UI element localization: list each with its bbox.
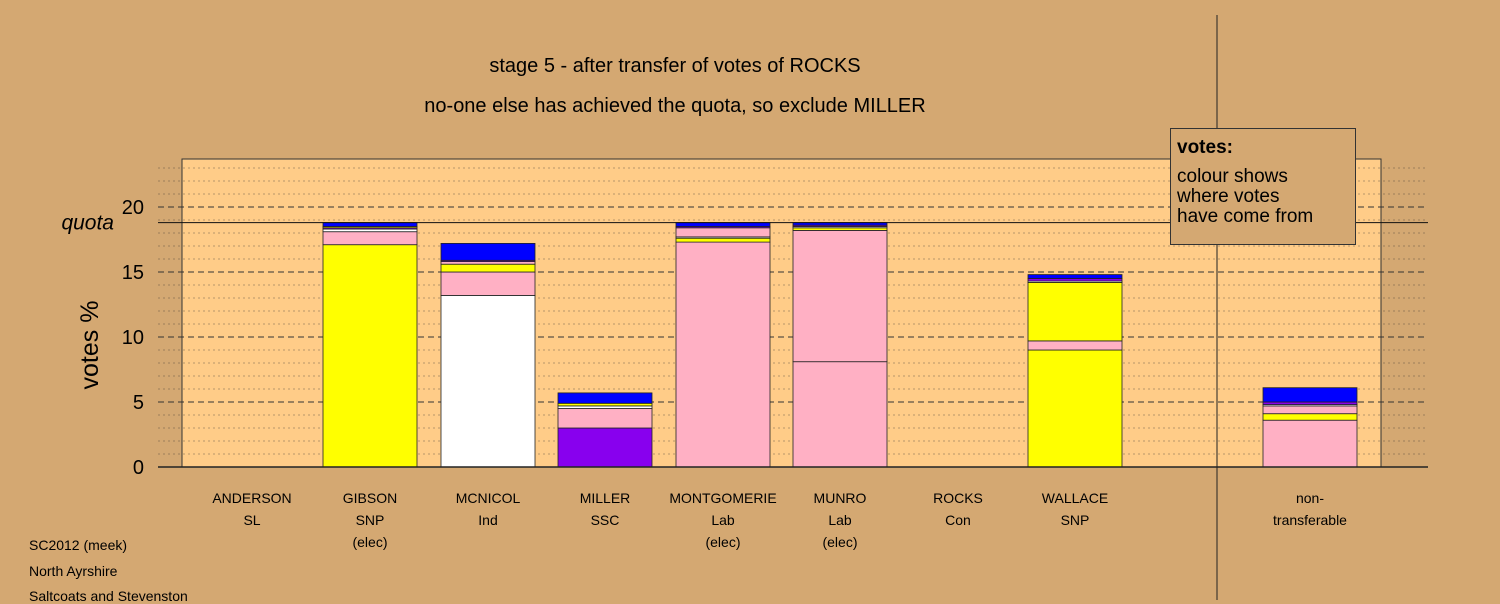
- footer-line: Saltcoats and Stevenston: [29, 588, 188, 604]
- legend-line: have come from: [1177, 206, 1314, 227]
- candidate-label: MILLER SSC: [545, 487, 665, 531]
- bar-segment: [675, 241, 771, 468]
- candidate-label: ROCKS Con: [898, 487, 1018, 531]
- candidate-label: MCNICOL Ind: [428, 487, 548, 531]
- y-tick-label: 10: [122, 327, 144, 349]
- bars-group: [322, 222, 1358, 468]
- candidate-note: (elec): [705, 534, 741, 550]
- legend-line: where votes: [1177, 186, 1280, 207]
- bar-segment: [675, 222, 771, 227]
- candidate-name: GIBSON: [342, 490, 398, 506]
- bar-segment: [1262, 419, 1358, 468]
- candidate-party: Lab: [828, 512, 852, 528]
- candidate-note: (elec): [822, 534, 858, 550]
- bar-segment: [557, 427, 653, 468]
- bar-segment: [1027, 340, 1123, 351]
- bar-segment: [792, 361, 888, 468]
- bar-segment: [322, 244, 418, 468]
- chart-title: stage 5 - after transfer of votes of ROC…: [489, 55, 861, 77]
- y-tick-label: 15: [122, 262, 144, 284]
- bar-segment: [440, 242, 536, 261]
- candidate-party: SNP: [355, 512, 385, 528]
- candidate-party: SSC: [590, 512, 620, 528]
- quota-label: quota: [61, 212, 114, 235]
- candidate-note: (elec): [352, 534, 388, 550]
- bar-segment: [792, 229, 888, 363]
- bar-segment: [440, 271, 536, 296]
- bar-segment: [322, 222, 418, 227]
- candidate-label: non-transferable: [1250, 487, 1370, 531]
- bar-segment: [440, 263, 536, 273]
- legend-title: votes:: [1177, 137, 1233, 158]
- bar-segment: [557, 392, 653, 404]
- chart-subtitle: no-one else has achieved the quota, so e…: [424, 95, 926, 117]
- bar-segment: [675, 237, 771, 243]
- footer-line: SC2012 (meek): [29, 537, 128, 553]
- y-axis: 0 5 10 15 20: [122, 197, 144, 479]
- bar-segment: [322, 231, 418, 246]
- candidate-name: MCNICOL: [455, 490, 521, 506]
- y-axis-title: votes %: [76, 301, 104, 390]
- y-tick-label: 0: [133, 457, 144, 479]
- candidate-label: ANDERSON SL: [192, 487, 312, 531]
- candidate-party: SL: [243, 512, 261, 528]
- candidate-name: MONTGOMERIE: [669, 490, 777, 506]
- candidate-name: MUNRO: [813, 490, 867, 506]
- bar-segment: [1027, 281, 1123, 342]
- candidate-name: ROCKS: [933, 490, 983, 506]
- candidate-name: non-: [1295, 490, 1325, 506]
- legend-line: colour shows: [1177, 166, 1288, 187]
- candidate-party: transferable: [1273, 512, 1347, 528]
- candidate-party: Ind: [478, 512, 498, 528]
- candidate-party: Lab: [711, 512, 735, 528]
- bar-segment: [557, 408, 653, 429]
- bar-segment: [1027, 274, 1123, 279]
- y-tick-label: 5: [133, 392, 144, 414]
- legend-box: votes: colour shows where votes have com…: [1170, 128, 1356, 245]
- candidate-name: WALLACE: [1041, 490, 1109, 506]
- bar-segment: [1027, 349, 1123, 468]
- bar-segment: [440, 294, 536, 468]
- footer-line: North Ayrshire: [29, 563, 118, 579]
- bar-segment: [1262, 387, 1358, 403]
- candidate-label: GIBSON SNP (elec): [310, 487, 430, 553]
- candidate-name: ANDERSON: [212, 490, 292, 506]
- candidate-label: WALLACE SNP: [1015, 487, 1135, 531]
- bar-segment: [1262, 405, 1358, 415]
- candidate-party: Con: [945, 512, 971, 528]
- y-tick-label: 20: [122, 197, 144, 219]
- candidate-name: MILLER: [579, 490, 631, 506]
- candidate-label: MUNRO Lab (elec): [780, 487, 900, 553]
- bar-segment: [1262, 413, 1358, 421]
- bar-segment: [675, 227, 771, 238]
- candidate-label: MONTGOMERIE Lab (elec): [663, 487, 783, 553]
- candidate-party: SNP: [1060, 512, 1090, 528]
